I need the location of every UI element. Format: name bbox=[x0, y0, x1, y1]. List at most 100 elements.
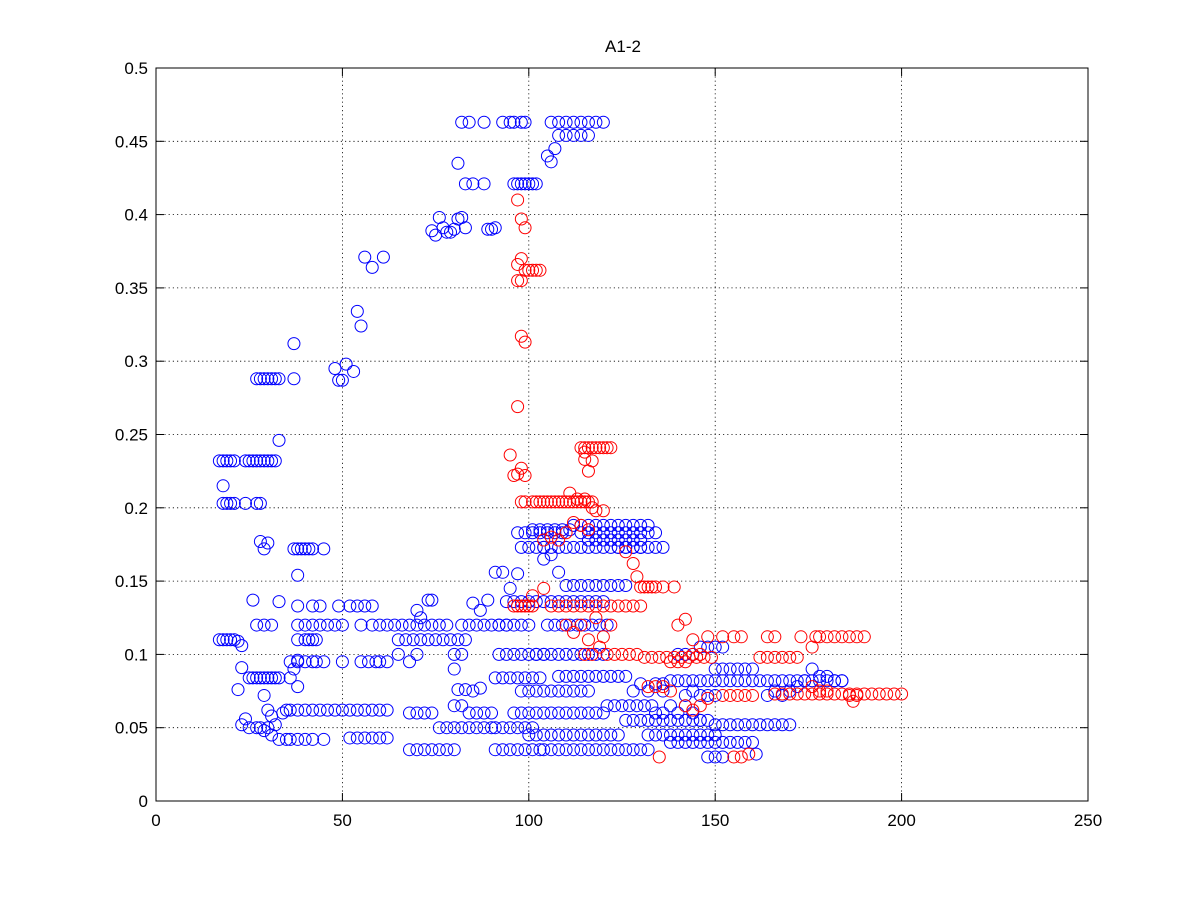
data-point bbox=[272, 671, 286, 685]
data-point bbox=[507, 618, 521, 632]
data-point bbox=[649, 706, 663, 720]
data-point bbox=[634, 540, 648, 554]
data-point bbox=[320, 703, 334, 717]
data-point bbox=[403, 743, 417, 757]
data-point bbox=[458, 683, 472, 697]
data-point bbox=[760, 674, 774, 688]
x-tick-label: 150 bbox=[701, 811, 729, 830]
data-point bbox=[511, 177, 525, 191]
data-point bbox=[496, 671, 510, 685]
data-point bbox=[567, 115, 581, 129]
data-point bbox=[291, 599, 305, 613]
data-point bbox=[671, 713, 685, 727]
data-point bbox=[477, 721, 491, 735]
data-point bbox=[678, 735, 692, 749]
data-point bbox=[492, 618, 506, 632]
data-point bbox=[306, 732, 320, 746]
data-point bbox=[335, 618, 349, 632]
data-point bbox=[518, 721, 532, 735]
data-point bbox=[514, 647, 528, 661]
data-point bbox=[727, 750, 741, 764]
data-point bbox=[216, 496, 230, 510]
data-point bbox=[596, 518, 610, 532]
data-point bbox=[503, 721, 517, 735]
data-point bbox=[567, 128, 581, 142]
data-point bbox=[578, 445, 592, 459]
data-point bbox=[414, 633, 428, 647]
data-point bbox=[458, 177, 472, 191]
data-point bbox=[518, 177, 532, 191]
data-point bbox=[440, 225, 454, 239]
data-point bbox=[466, 684, 480, 698]
data-point bbox=[596, 578, 610, 592]
data-point bbox=[421, 593, 435, 607]
data-point bbox=[440, 721, 454, 735]
data-point bbox=[574, 684, 588, 698]
data-point bbox=[622, 647, 636, 661]
data-point bbox=[246, 454, 260, 468]
data-point bbox=[540, 526, 554, 540]
data-point bbox=[227, 454, 241, 468]
data-point bbox=[649, 713, 663, 727]
data-point bbox=[738, 735, 752, 749]
data-point bbox=[548, 526, 562, 540]
data-point bbox=[481, 222, 495, 236]
data-point bbox=[581, 533, 595, 547]
data-point bbox=[261, 372, 275, 386]
data-point bbox=[291, 568, 305, 582]
data-point bbox=[403, 706, 417, 720]
data-point bbox=[529, 706, 543, 720]
data-point bbox=[279, 732, 293, 746]
data-point bbox=[552, 128, 566, 142]
data-point bbox=[596, 743, 610, 757]
data-point bbox=[283, 732, 297, 746]
y-tick-label: 0.05 bbox=[115, 719, 148, 738]
data-point bbox=[630, 699, 644, 713]
data-point bbox=[596, 115, 610, 129]
data-point bbox=[652, 650, 666, 664]
data-point bbox=[589, 533, 603, 547]
data-point bbox=[216, 454, 230, 468]
data-point bbox=[634, 677, 648, 691]
data-point bbox=[253, 721, 267, 735]
data-point bbox=[451, 633, 465, 647]
data-point bbox=[268, 671, 282, 685]
data-point bbox=[745, 662, 759, 676]
data-point bbox=[507, 599, 521, 613]
data-point bbox=[693, 674, 707, 688]
data-point bbox=[380, 618, 394, 632]
data-point bbox=[581, 743, 595, 757]
data-point bbox=[526, 743, 540, 757]
data-point bbox=[529, 728, 543, 742]
data-point bbox=[559, 599, 573, 613]
data-point bbox=[436, 633, 450, 647]
data-point bbox=[261, 721, 275, 735]
x-tick-label: 100 bbox=[515, 811, 543, 830]
data-point bbox=[581, 728, 595, 742]
data-point bbox=[287, 337, 301, 351]
data-point bbox=[574, 618, 588, 632]
data-point bbox=[567, 515, 581, 529]
data-point bbox=[686, 647, 700, 661]
data-point bbox=[701, 713, 715, 727]
data-point bbox=[447, 647, 461, 661]
data-point bbox=[212, 633, 226, 647]
data-point bbox=[522, 706, 536, 720]
data-point bbox=[880, 687, 894, 701]
data-point bbox=[753, 650, 767, 664]
data-point bbox=[242, 454, 256, 468]
data-point bbox=[511, 743, 525, 757]
data-point bbox=[425, 593, 439, 607]
data-point bbox=[663, 655, 677, 669]
data-point bbox=[589, 578, 603, 592]
data-point bbox=[559, 115, 573, 129]
data-point bbox=[596, 706, 610, 720]
data-point bbox=[380, 731, 394, 745]
data-point bbox=[805, 687, 819, 701]
data-point bbox=[231, 683, 245, 697]
data-point bbox=[559, 595, 573, 609]
data-point bbox=[708, 728, 722, 742]
data-point bbox=[291, 732, 305, 746]
data-point bbox=[559, 128, 573, 142]
